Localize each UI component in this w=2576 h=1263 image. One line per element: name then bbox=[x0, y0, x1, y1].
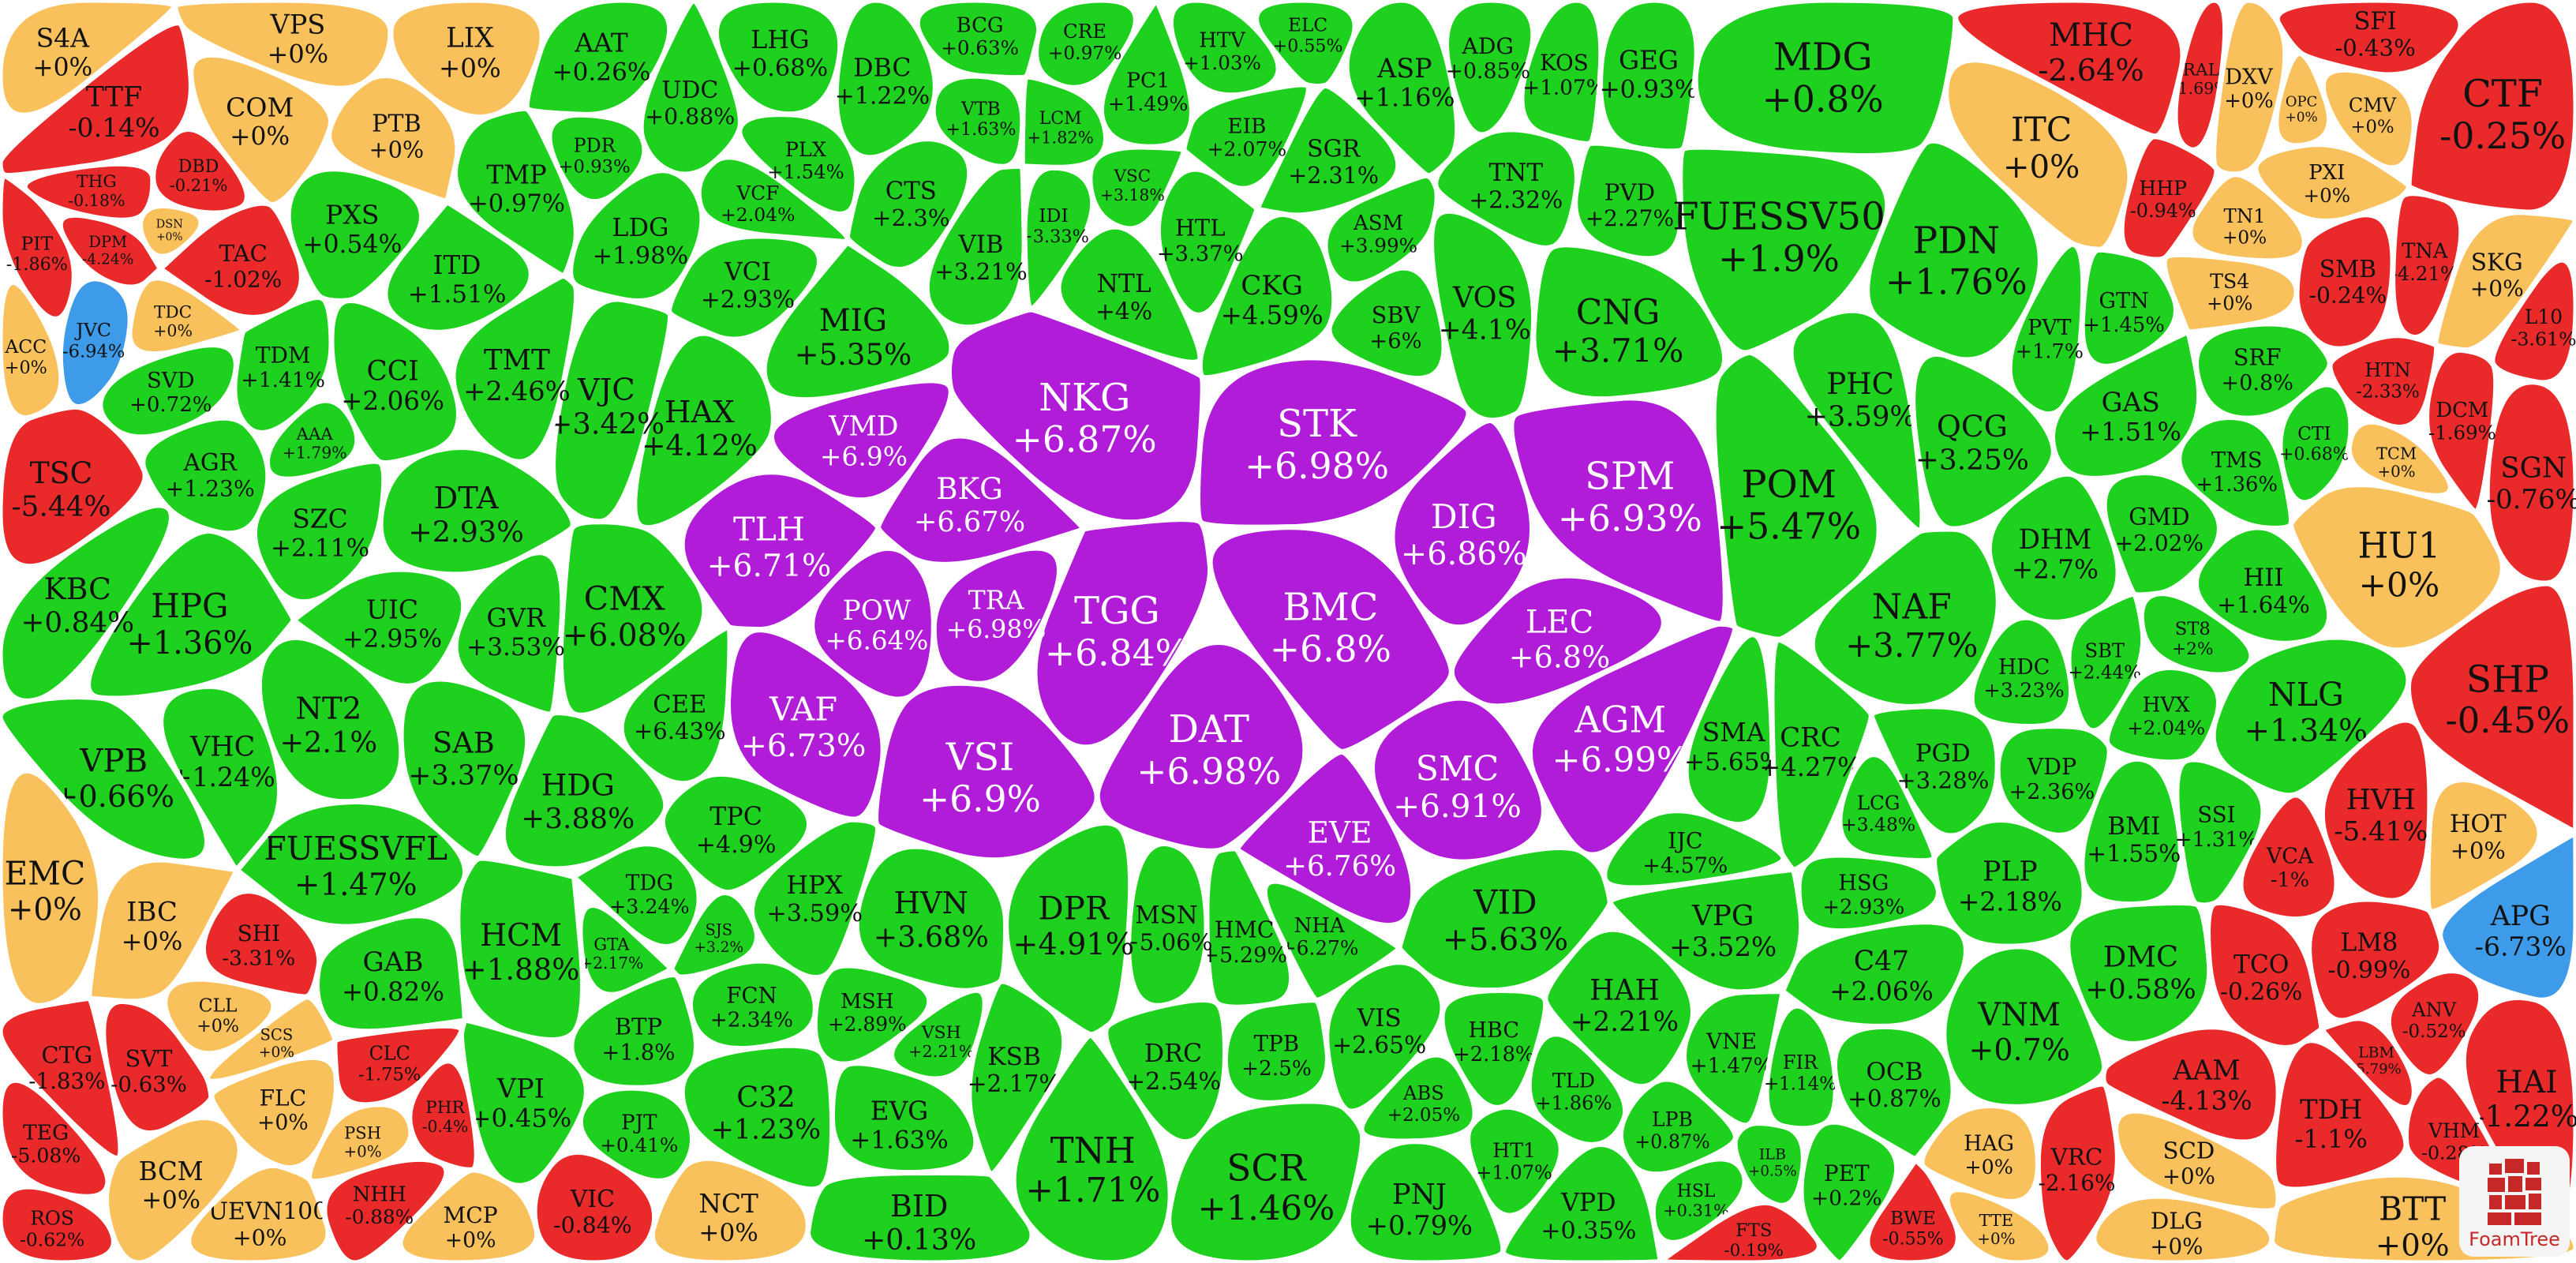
tile-shape[interactable] bbox=[2306, 896, 2445, 1024]
tile-shape[interactable] bbox=[1098, 0, 1195, 150]
tile-ilb[interactable]: ILB+0.5% bbox=[1732, 1120, 1807, 1209]
foamtree-logo-icon: FoamTree bbox=[2459, 1146, 2570, 1257]
tile-shape[interactable] bbox=[1943, 57, 2133, 253]
tile-shape[interactable] bbox=[1518, 0, 1604, 147]
tile-shape[interactable] bbox=[0, 403, 148, 570]
tile-shape[interactable] bbox=[568, 972, 699, 1091]
tile-shape[interactable] bbox=[126, 275, 246, 357]
tile-geg[interactable]: GEG+0.93% bbox=[1597, 0, 1700, 155]
tile-hcm[interactable]: HCM+1.88% bbox=[455, 855, 586, 1043]
tile-shape[interactable] bbox=[2187, 171, 2308, 264]
tile-shape[interactable] bbox=[1033, 0, 1139, 91]
tile-shape[interactable] bbox=[204, 994, 339, 1085]
tile-shape[interactable] bbox=[546, 111, 648, 205]
tile-gab[interactable]: GAB+0.82% bbox=[313, 913, 468, 1035]
tile-shape[interactable] bbox=[2035, 1081, 2121, 1263]
tile-shape[interactable] bbox=[930, 545, 1062, 687]
tile-shape[interactable] bbox=[1448, 572, 1667, 710]
tile-shape[interactable] bbox=[1601, 808, 1787, 891]
tile-shape[interactable] bbox=[2489, 257, 2576, 386]
tile-lcm[interactable]: LCM+1.82% bbox=[1019, 73, 1109, 171]
tile-shape[interactable] bbox=[1763, 1003, 1839, 1132]
tile-shape[interactable] bbox=[833, 0, 938, 161]
tile-mdg[interactable]: MDG+0.8% bbox=[1692, 0, 1959, 159]
tile-shape[interactable] bbox=[666, 233, 822, 343]
tile-shape[interactable] bbox=[1526, 620, 1739, 858]
tile-shape[interactable] bbox=[157, 200, 305, 320]
tile-shape[interactable] bbox=[2293, 212, 2396, 352]
tile-shape[interactable] bbox=[2273, 51, 2332, 149]
tile-shape[interactable] bbox=[687, 958, 818, 1052]
tile-shape[interactable] bbox=[1597, 0, 1700, 155]
tile-shape[interactable] bbox=[234, 799, 469, 930]
tile-fcn[interactable]: FCN+2.34% bbox=[687, 958, 818, 1052]
tile-shape[interactable] bbox=[523, 0, 672, 118]
tile-shape[interactable] bbox=[455, 855, 586, 1043]
tile-shape[interactable] bbox=[531, 1149, 658, 1263]
tile-shape[interactable] bbox=[889, 987, 988, 1082]
tile-shape[interactable] bbox=[1692, 0, 1959, 159]
tile-shape[interactable] bbox=[0, 279, 65, 421]
tile-shape[interactable] bbox=[914, 0, 1042, 81]
tile-shape[interactable] bbox=[2161, 251, 2300, 335]
tile-shape[interactable] bbox=[2288, 482, 2506, 654]
tile-shape[interactable] bbox=[2319, 717, 2433, 904]
tile-msn[interactable]: MSN+5.06% bbox=[1120, 841, 1212, 1009]
tile-shape[interactable] bbox=[1253, 0, 1358, 90]
tile-shape[interactable] bbox=[875, 433, 1087, 568]
tile-evg[interactable]: EVG+1.63% bbox=[829, 1060, 979, 1176]
tile-shape[interactable] bbox=[1019, 73, 1109, 171]
tile-shape[interactable] bbox=[0, 1183, 117, 1263]
tile-shape[interactable] bbox=[829, 1060, 979, 1176]
tile-shape[interactable] bbox=[1657, 1199, 1822, 1263]
tile-shape[interactable] bbox=[1732, 1120, 1807, 1209]
tile-shape[interactable] bbox=[172, 0, 394, 92]
tile-shape[interactable] bbox=[306, 1101, 414, 1185]
tile-shape[interactable] bbox=[2205, 899, 2325, 1051]
tile-shape[interactable] bbox=[21, 160, 156, 223]
tile-shape[interactable] bbox=[1207, 524, 1455, 755]
tile-shape[interactable] bbox=[1683, 632, 1776, 828]
brand-label: FoamTree bbox=[2469, 1228, 2560, 1250]
tile-shape[interactable] bbox=[748, 816, 881, 981]
tile-shape[interactable] bbox=[1396, 845, 1613, 994]
tile-shape[interactable] bbox=[1919, 1103, 2041, 1205]
tile-shape[interactable] bbox=[1094, 639, 1309, 854]
tile-shape[interactable] bbox=[1649, 1156, 1748, 1246]
tile-shape[interactable] bbox=[2091, 1193, 2275, 1263]
tile-shape[interactable] bbox=[1572, 140, 1684, 262]
tile-bid[interactable]: BID+0.13% bbox=[805, 1169, 1035, 1263]
tile-shape[interactable] bbox=[649, 1155, 811, 1263]
tile-shape[interactable] bbox=[577, 902, 675, 998]
tile-shape[interactable] bbox=[313, 913, 468, 1035]
tile-ts4[interactable]: TS4+0% bbox=[2161, 251, 2300, 335]
tile-shape[interactable] bbox=[1443, 0, 1537, 138]
tile-shape[interactable] bbox=[100, 998, 215, 1137]
tile-pvd[interactable]: PVD+2.27% bbox=[1572, 140, 1684, 262]
tile-shape[interactable] bbox=[805, 1169, 1035, 1263]
tile-shape[interactable] bbox=[406, 1058, 480, 1173]
tile-shape[interactable] bbox=[557, 519, 708, 718]
tile-shape[interactable] bbox=[200, 888, 323, 1000]
tile-shape[interactable] bbox=[2118, 133, 2220, 263]
tile-btp[interactable]: BTP+1.8% bbox=[568, 972, 699, 1091]
tile-shape[interactable] bbox=[1125, 841, 1210, 1009]
tile-shape[interactable] bbox=[0, 0, 178, 118]
tile-shape[interactable] bbox=[1343, 0, 1460, 179]
tile-smb[interactable]: SMB-0.24% bbox=[2293, 212, 2396, 352]
tile-shape[interactable] bbox=[713, 0, 844, 118]
tile-shape[interactable] bbox=[0, 502, 174, 704]
tile-shape[interactable] bbox=[264, 397, 361, 482]
tile-shape[interactable] bbox=[1222, 997, 1331, 1106]
tile-tpb[interactable]: TPB+2.5% bbox=[1222, 997, 1331, 1106]
